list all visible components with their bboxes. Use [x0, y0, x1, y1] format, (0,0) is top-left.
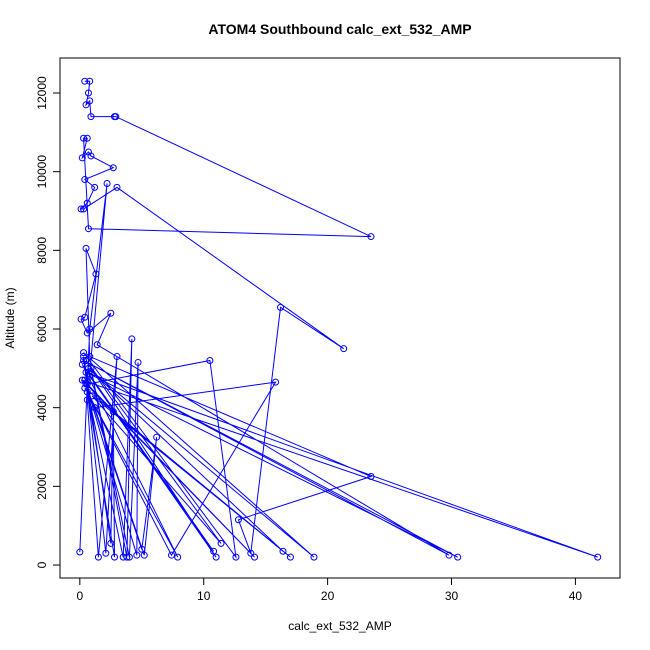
data-point [88, 392, 96, 400]
data-point [82, 380, 90, 388]
y-tick-label: 2000 [35, 473, 49, 500]
data-point [367, 233, 375, 241]
data-point [138, 545, 146, 553]
data-point [78, 360, 86, 368]
y-tick-label: 0 [35, 561, 49, 568]
data-point [80, 353, 88, 361]
data-point [134, 358, 142, 366]
data-point [93, 341, 101, 349]
data-point [81, 313, 89, 321]
data-point [81, 77, 89, 85]
data-point [80, 134, 88, 142]
data-point [367, 473, 375, 481]
x-tick-label: 30 [445, 589, 459, 603]
data-point [91, 404, 99, 412]
data-point [251, 553, 259, 561]
data-point [113, 353, 121, 361]
x-axis-label: calc_ext_532_AMP [288, 619, 391, 633]
data-point [111, 553, 119, 561]
data-point [86, 97, 94, 105]
data-point [454, 553, 462, 561]
data-point [83, 199, 91, 207]
data-point [286, 553, 294, 561]
data-point [82, 244, 90, 252]
data-point [81, 176, 89, 184]
data-point [133, 551, 141, 559]
data-point [107, 309, 115, 317]
data-point [94, 553, 102, 561]
data-point [153, 433, 161, 441]
data-point [310, 553, 318, 561]
data-point [78, 154, 86, 162]
data-point [81, 376, 89, 384]
plot-box [59, 57, 621, 579]
y-tick-label: 10000 [35, 155, 49, 189]
chart-title: ATOM4 Southbound calc_ext_532_AMP [208, 21, 471, 37]
data-point [234, 516, 242, 524]
data-point [77, 205, 85, 213]
data-point [109, 164, 117, 172]
data-point [445, 551, 453, 559]
data-line [79, 80, 598, 559]
data-point [84, 225, 92, 233]
data-point [594, 553, 602, 561]
y-tick-label: 8000 [35, 237, 49, 264]
data-point [91, 183, 99, 191]
data-point [87, 113, 95, 121]
data-point [80, 205, 88, 213]
x-tick-label: 40 [569, 589, 583, 603]
data-point [83, 396, 91, 404]
data-point [84, 364, 92, 372]
data-point [80, 349, 88, 357]
data-point [107, 539, 115, 547]
data-point [174, 553, 182, 561]
data-point [113, 183, 121, 191]
data-point [92, 270, 100, 278]
data-point [128, 335, 136, 343]
data-point [272, 378, 280, 386]
data-point [86, 372, 94, 380]
data-point [247, 549, 255, 557]
data-point [103, 179, 111, 187]
data-point [206, 356, 214, 364]
data-point [77, 315, 85, 323]
data-point [217, 539, 225, 547]
data-point [78, 376, 86, 384]
x-tick-label: 0 [76, 589, 83, 603]
data-point [340, 345, 348, 353]
y-tick-label: 6000 [35, 315, 49, 342]
data-point [87, 364, 95, 372]
data-point [168, 551, 176, 559]
data-point [140, 551, 148, 559]
data-point [76, 548, 84, 556]
data-point [80, 356, 88, 364]
data-point [83, 134, 91, 142]
y-axis-label: Altitude (m) [3, 287, 17, 348]
data-point [232, 553, 240, 561]
x-tick-label: 10 [197, 589, 211, 603]
data-point [212, 553, 220, 561]
data-point [102, 549, 110, 557]
y-tick-label: 12000 [35, 76, 49, 110]
data-point [119, 553, 127, 561]
data-point [279, 547, 287, 555]
data-point [86, 325, 94, 333]
x-tick-label: 20 [321, 589, 335, 603]
data-point [83, 388, 91, 396]
data-point [112, 113, 120, 121]
data-point [86, 77, 94, 85]
data-point [84, 89, 92, 97]
data-point [277, 303, 285, 311]
data-point [87, 152, 95, 160]
data-point [210, 547, 218, 555]
data-point [82, 101, 90, 109]
y-tick-label: 4000 [35, 394, 49, 421]
data-point [109, 408, 117, 416]
data-point [123, 553, 131, 561]
